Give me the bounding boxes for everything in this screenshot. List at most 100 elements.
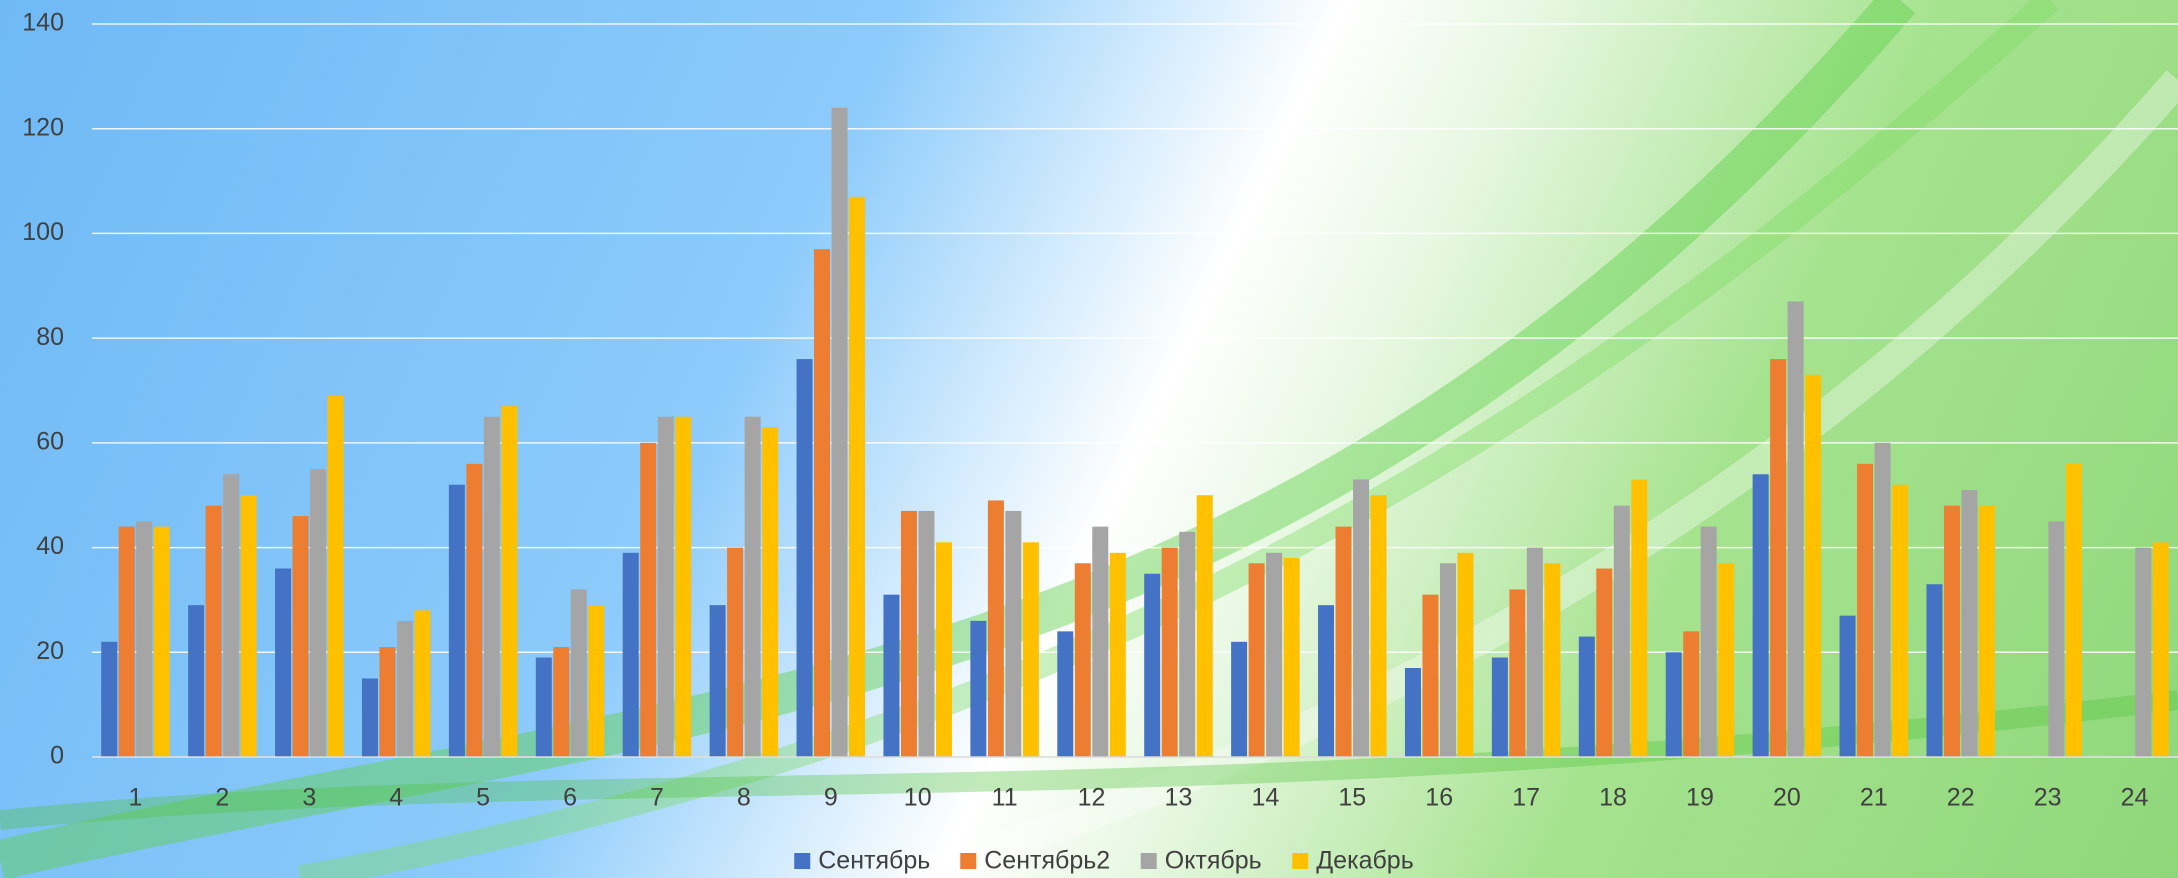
bar (2135, 547, 2152, 757)
x-tick-label: 4 (389, 784, 403, 812)
legend-swatch (1140, 853, 1157, 869)
bar (1596, 568, 1613, 757)
bar (396, 620, 413, 757)
bar (1422, 594, 1439, 757)
bar (1892, 484, 1909, 757)
bar (101, 641, 118, 757)
bar (153, 526, 170, 757)
bar (935, 542, 952, 757)
legend-label: Декабрь (1316, 847, 1413, 875)
bar (814, 249, 831, 757)
bar (1805, 374, 1822, 757)
legend-label: Сентябрь2 (984, 847, 1110, 875)
bar (1509, 589, 1526, 757)
bar (1074, 563, 1091, 757)
y-tick-label: 40 (36, 532, 64, 560)
x-tick-label: 22 (1947, 784, 1975, 812)
bar (1631, 479, 1648, 757)
x-tick-label: 14 (1251, 784, 1279, 812)
x-tick-label: 7 (650, 784, 664, 812)
x-tick-label: 3 (302, 784, 316, 812)
bar (1874, 442, 1891, 757)
bar (1231, 641, 1248, 757)
bar (1353, 479, 1370, 757)
y-tick-label: 120 (22, 113, 64, 141)
bar (414, 610, 431, 757)
x-tick-label: 1 (129, 784, 143, 812)
bar (1943, 505, 1960, 757)
bar (1457, 552, 1474, 757)
bar (1109, 552, 1126, 757)
bar (1144, 573, 1161, 757)
y-tick-label: 0 (50, 742, 64, 770)
bar (1196, 495, 1213, 757)
bar (762, 427, 779, 757)
bar (1404, 667, 1421, 757)
bar (1752, 474, 1769, 757)
y-tick-label: 100 (22, 218, 64, 246)
bar (640, 442, 657, 757)
bar (1370, 495, 1387, 757)
bar (1770, 359, 1787, 757)
bar (727, 547, 744, 757)
bar (744, 416, 761, 757)
bar (1578, 636, 1595, 757)
bar (1318, 605, 1335, 757)
bar (327, 395, 344, 757)
bar (588, 605, 605, 757)
bar (796, 359, 813, 757)
bar (501, 406, 518, 757)
bar (657, 416, 674, 757)
x-tick-label: 15 (1338, 784, 1366, 812)
bar (240, 495, 257, 757)
bar (831, 107, 848, 758)
x-tick-label: 17 (1512, 784, 1540, 812)
bar (1335, 526, 1352, 757)
bar (483, 416, 500, 757)
x-tick-label: 18 (1599, 784, 1627, 812)
x-tick-label: 10 (904, 784, 932, 812)
x-tick-label: 24 (2121, 784, 2149, 812)
bar (918, 510, 935, 757)
bar (1665, 652, 1682, 757)
x-tick-label: 20 (1773, 784, 1801, 812)
bar (188, 605, 205, 757)
bar (1683, 631, 1700, 757)
bar (1526, 547, 1543, 757)
bar (1857, 463, 1874, 757)
bar (1839, 615, 1856, 757)
bar (1439, 563, 1456, 757)
bar (1092, 526, 1109, 757)
bar (448, 484, 465, 757)
legend-swatch (960, 853, 977, 869)
bar (970, 620, 987, 757)
bar (675, 416, 692, 757)
x-tick-label: 21 (1860, 784, 1888, 812)
bar (1248, 563, 1265, 757)
y-tick-label: 140 (22, 9, 64, 37)
x-tick-label: 19 (1686, 784, 1714, 812)
bar (1022, 542, 1039, 757)
x-tick-label: 5 (476, 784, 490, 812)
y-tick-label: 80 (36, 323, 64, 351)
bar (1544, 563, 1561, 757)
bar (275, 568, 292, 757)
x-tick-label: 13 (1165, 784, 1193, 812)
bar (223, 474, 240, 757)
legend-swatch (794, 853, 811, 869)
legend-label: Сентябрь (818, 847, 930, 875)
legend-label: Октябрь (1165, 847, 1262, 875)
bar (1057, 631, 1074, 757)
y-tick-label: 20 (36, 637, 64, 665)
bar (709, 605, 726, 757)
bar (570, 589, 587, 757)
bar (1718, 563, 1735, 757)
bar (2065, 463, 2082, 757)
bar (987, 500, 1004, 757)
x-tick-label: 8 (737, 784, 751, 812)
x-tick-label: 9 (824, 784, 838, 812)
bar (849, 196, 866, 757)
bar (292, 516, 309, 757)
